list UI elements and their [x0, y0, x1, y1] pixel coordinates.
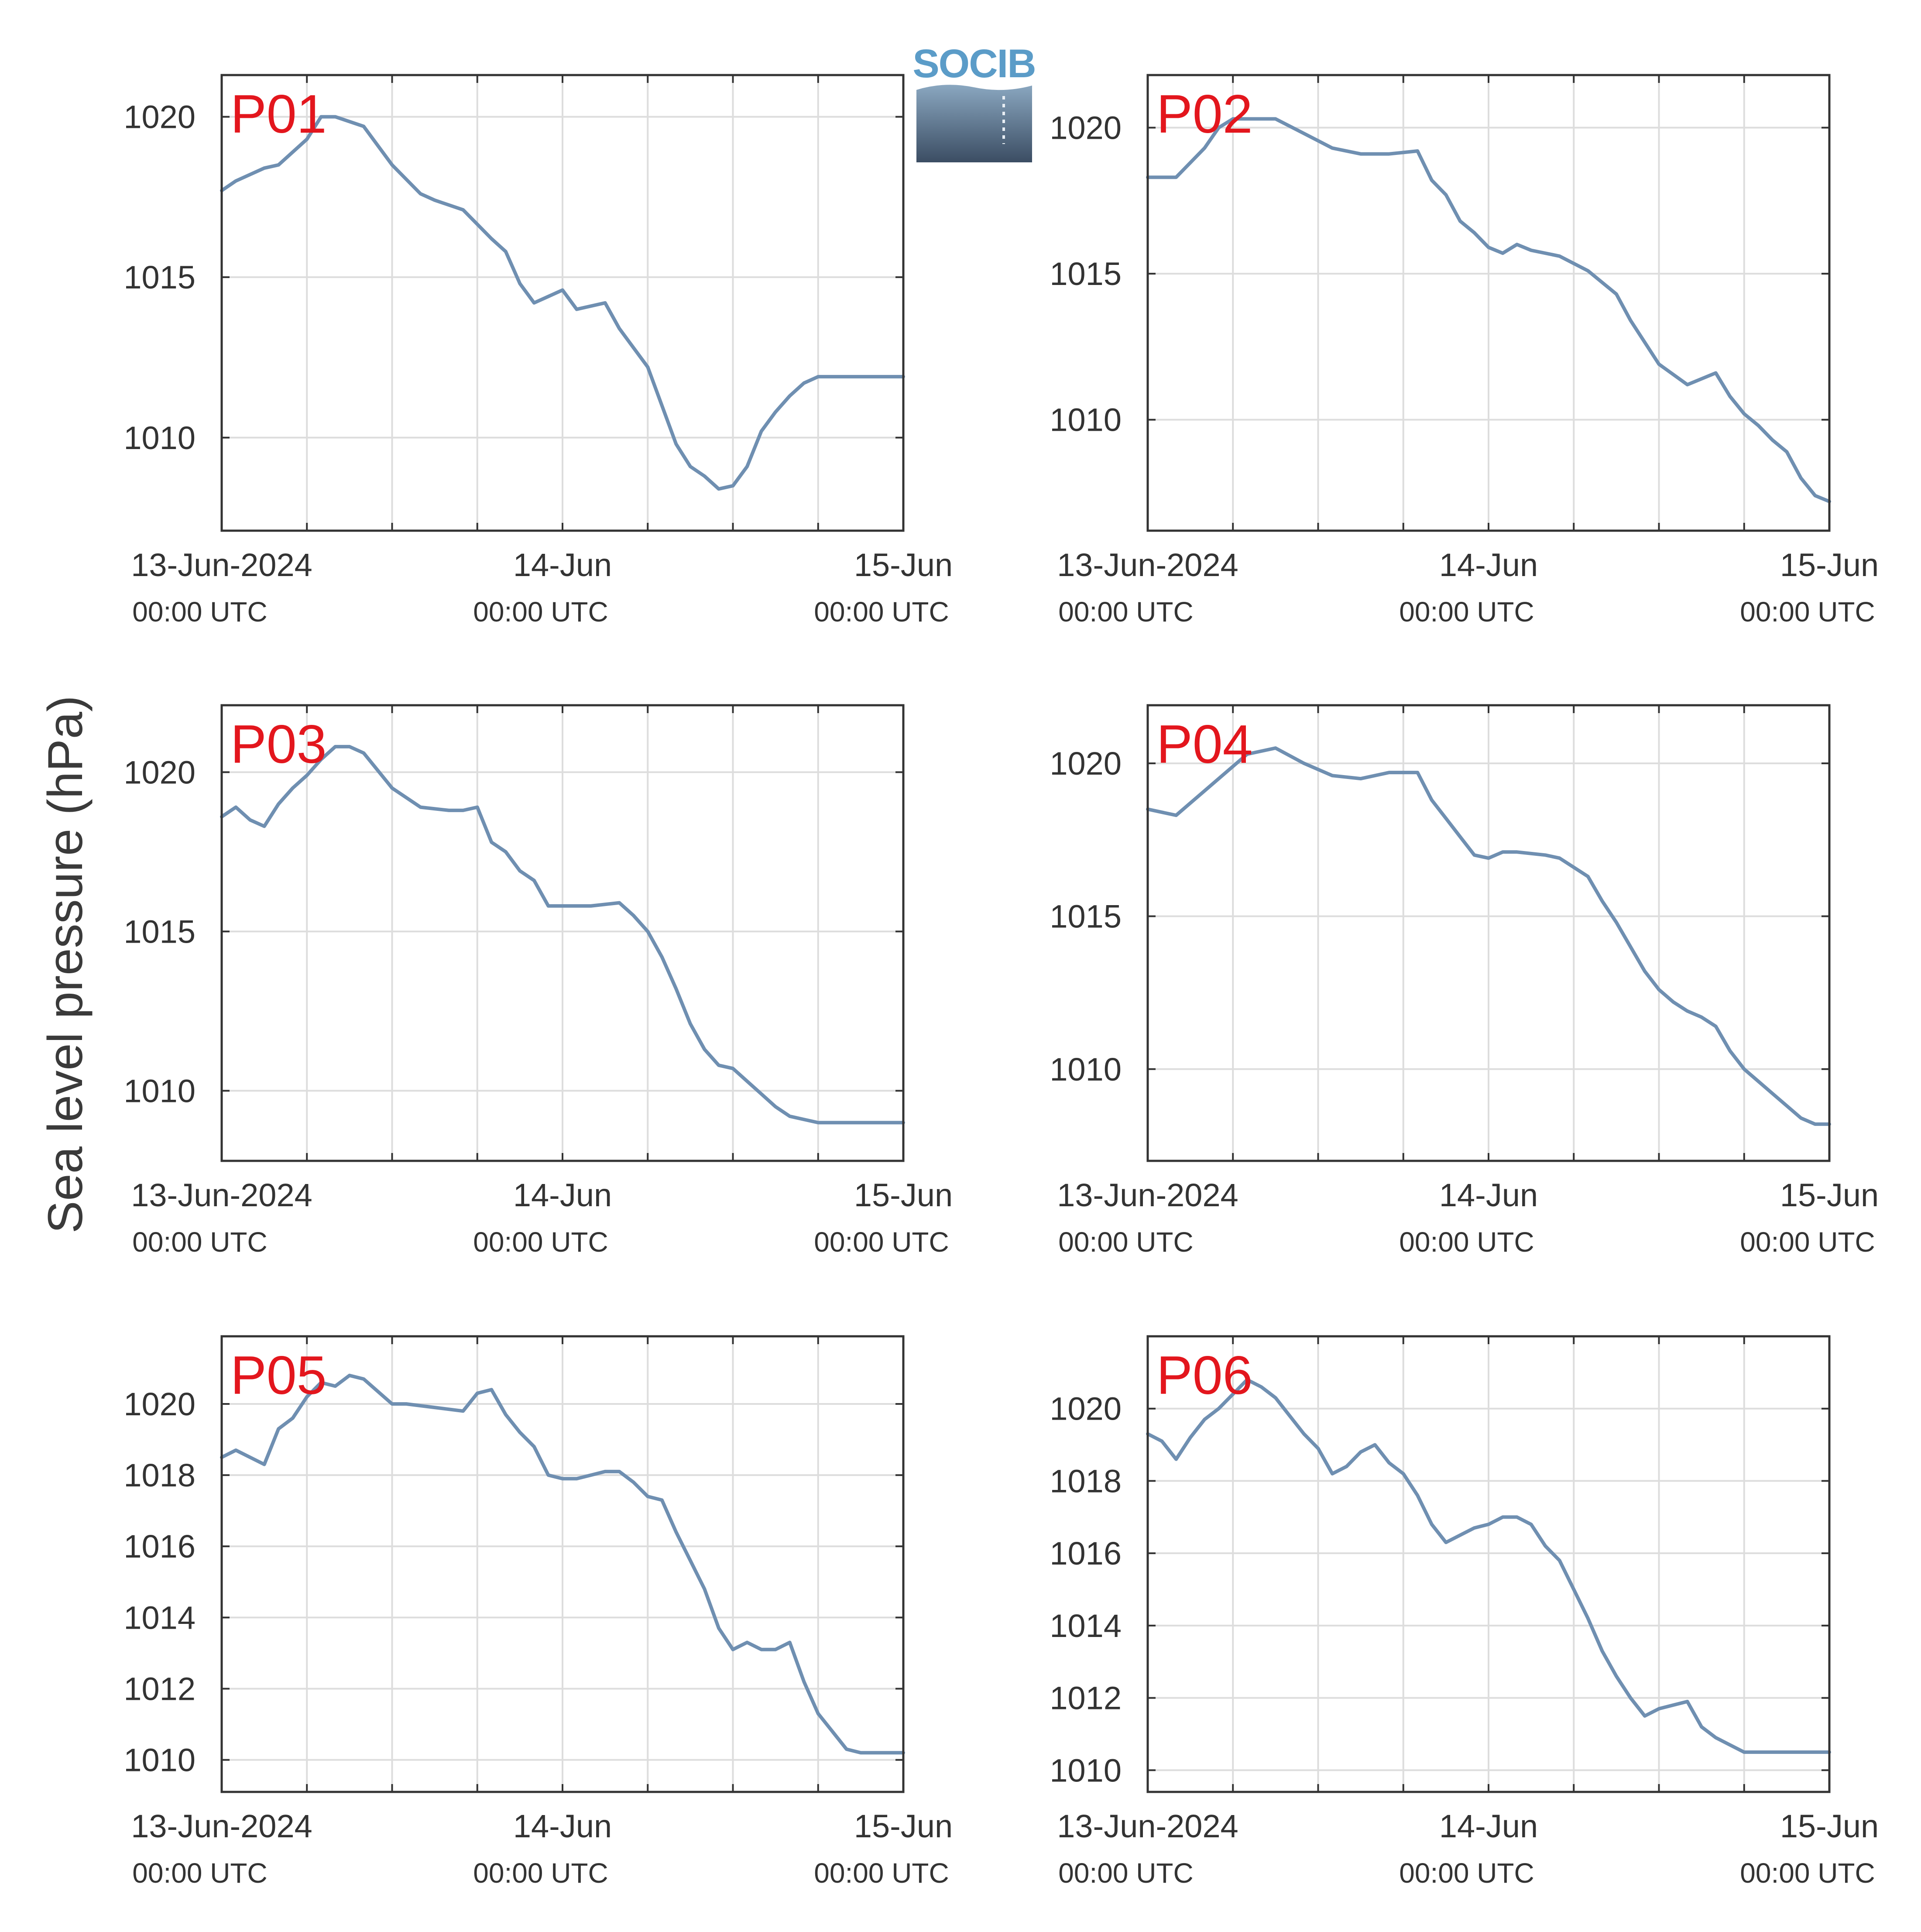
x-tick-label: 14-Jun: [1439, 1177, 1538, 1213]
pressure-series-line: [1146, 117, 1831, 504]
x-tick-label: 15-Jun: [854, 1177, 953, 1213]
y-tick-label: 1020: [123, 754, 196, 790]
x-tick-label: 14-Jun: [513, 1808, 612, 1844]
y-tick-label: 1012: [1050, 1680, 1122, 1716]
y-tick-label: 1015: [123, 259, 196, 295]
y-tick-label: 1015: [1050, 256, 1122, 292]
x-tick-label: 13-Jun-2024: [1057, 1808, 1238, 1844]
panel-05: 1010 1012 1014 1016 1018 1020 P05 13-Jun-2024 00…: [123, 1335, 953, 1889]
y-tick-label: 1020: [123, 99, 196, 135]
x-tick-label: 13-Jun-2024: [131, 547, 312, 583]
x-tick-label: 13-Jun-2024: [131, 1177, 312, 1213]
x-tick-label: 15-Jun: [1780, 1808, 1879, 1844]
panel-label: P01: [230, 84, 327, 144]
pressure-series-line: [220, 1373, 905, 1755]
y-axis-label: Sea level pressure (hPa): [38, 696, 93, 1234]
socib-logo-wave: [916, 85, 1032, 162]
socib-logo-text: SOCIB: [912, 41, 1035, 86]
y-tick-label: 1018: [123, 1457, 196, 1493]
x-tick-sublabel: 00:00 UTC: [132, 1226, 267, 1258]
x-tick-sublabel: 00:00 UTC: [1399, 1857, 1534, 1889]
y-tick-label: 1010: [1050, 1051, 1122, 1088]
panel-01: 1010 1015 1020 P01 13-Jun-2024 00:00 UTC 14-Ju…: [123, 74, 953, 628]
panel-label: P02: [1156, 84, 1253, 144]
y-tick-label: 1020: [123, 1386, 196, 1422]
axes-frame: [220, 704, 905, 1162]
x-tick-label: 14-Jun: [1439, 547, 1538, 583]
axes-frame: [220, 1335, 905, 1793]
axes-frame: [1146, 74, 1831, 532]
x-tick-sublabel: 00:00 UTC: [1399, 1226, 1534, 1258]
x-tick-label: 14-Jun: [513, 547, 612, 583]
y-tick-label: 1020: [1050, 110, 1122, 146]
x-tick-sublabel: 00:00 UTC: [1399, 596, 1534, 628]
x-tick-sublabel: 00:00 UTC: [1058, 596, 1193, 628]
x-tick-label: 15-Jun: [1780, 547, 1879, 583]
y-tick-label: 1016: [1050, 1535, 1122, 1572]
y-tick-label: 1016: [123, 1528, 196, 1565]
panel-label: P03: [230, 714, 327, 775]
panel-03: 1010 1015 1020 P03 13-Jun-2024 00:00 UTC 14-Ju…: [123, 704, 953, 1258]
x-tick-label: 14-Jun: [513, 1177, 612, 1213]
y-tick-label: 1010: [123, 420, 196, 456]
axes-frame: [220, 74, 905, 532]
x-tick-label: 13-Jun-2024: [1057, 547, 1238, 583]
y-tick-label: 1020: [1050, 745, 1122, 782]
x-tick-label: 13-Jun-2024: [131, 1808, 312, 1844]
x-tick-sublabel: 00:00 UTC: [1058, 1226, 1193, 1258]
x-tick-sublabel: 00:00 UTC: [814, 1226, 949, 1258]
y-tick-label: 1015: [1050, 898, 1122, 934]
panel-06: 1010 1012 1014 1016 1018 1020 P06 13-Jun-2024 00…: [1050, 1335, 1879, 1889]
x-tick-sublabel: 00:00 UTC: [473, 1857, 608, 1889]
x-tick-sublabel: 00:00 UTC: [1740, 596, 1875, 628]
x-tick-sublabel: 00:00 UTC: [132, 596, 267, 628]
x-tick-sublabel: 00:00 UTC: [1740, 1857, 1875, 1889]
panel-label: P06: [1156, 1345, 1253, 1406]
panel-02: 1010 1015 1020 P02 13-Jun-2024 00:00 UTC 14-Ju…: [1050, 74, 1879, 628]
x-tick-sublabel: 00:00 UTC: [1058, 1857, 1193, 1889]
x-tick-sublabel: 00:00 UTC: [132, 1857, 267, 1889]
x-tick-sublabel: 00:00 UTC: [1740, 1226, 1875, 1258]
x-tick-label: 15-Jun: [854, 1808, 953, 1844]
x-tick-sublabel: 00:00 UTC: [473, 596, 608, 628]
panel-04: 1010 1015 1020 P04 13-Jun-2024 00:00 UTC 14-Ju…: [1050, 704, 1879, 1258]
axes-frame: [1146, 1335, 1831, 1793]
x-tick-sublabel: 00:00 UTC: [814, 1857, 949, 1889]
y-tick-label: 1010: [1050, 1752, 1122, 1788]
panels: 1010 1015 1020 P01 13-Jun-2024 00:00 UTC 14-Ju…: [123, 74, 1879, 1889]
pressure-series-line: [220, 115, 905, 491]
y-tick-label: 1020: [1050, 1391, 1122, 1427]
y-tick-label: 1015: [123, 913, 196, 950]
x-tick-label: 15-Jun: [854, 547, 953, 583]
y-tick-label: 1010: [123, 1742, 196, 1778]
socib-logo: SOCIB: [912, 41, 1036, 162]
x-tick-sublabel: 00:00 UTC: [814, 596, 949, 628]
y-tick-label: 1014: [1050, 1608, 1122, 1644]
y-tick-label: 1012: [123, 1671, 196, 1707]
pressure-series-line: [1146, 746, 1831, 1126]
panel-label: P05: [230, 1345, 327, 1406]
y-tick-label: 1018: [1050, 1463, 1122, 1499]
y-tick-label: 1010: [123, 1073, 196, 1109]
y-tick-label: 1014: [123, 1599, 196, 1636]
pressure-series-line: [1146, 1378, 1831, 1754]
axes-frame: [1146, 704, 1831, 1162]
x-tick-label: 13-Jun-2024: [1057, 1177, 1238, 1213]
panel-label: P04: [1156, 714, 1253, 775]
x-tick-label: 15-Jun: [1780, 1177, 1879, 1213]
pressure-series-line: [220, 745, 905, 1125]
y-tick-label: 1010: [1050, 402, 1122, 438]
x-tick-label: 14-Jun: [1439, 1808, 1538, 1844]
x-tick-sublabel: 00:00 UTC: [473, 1226, 608, 1258]
